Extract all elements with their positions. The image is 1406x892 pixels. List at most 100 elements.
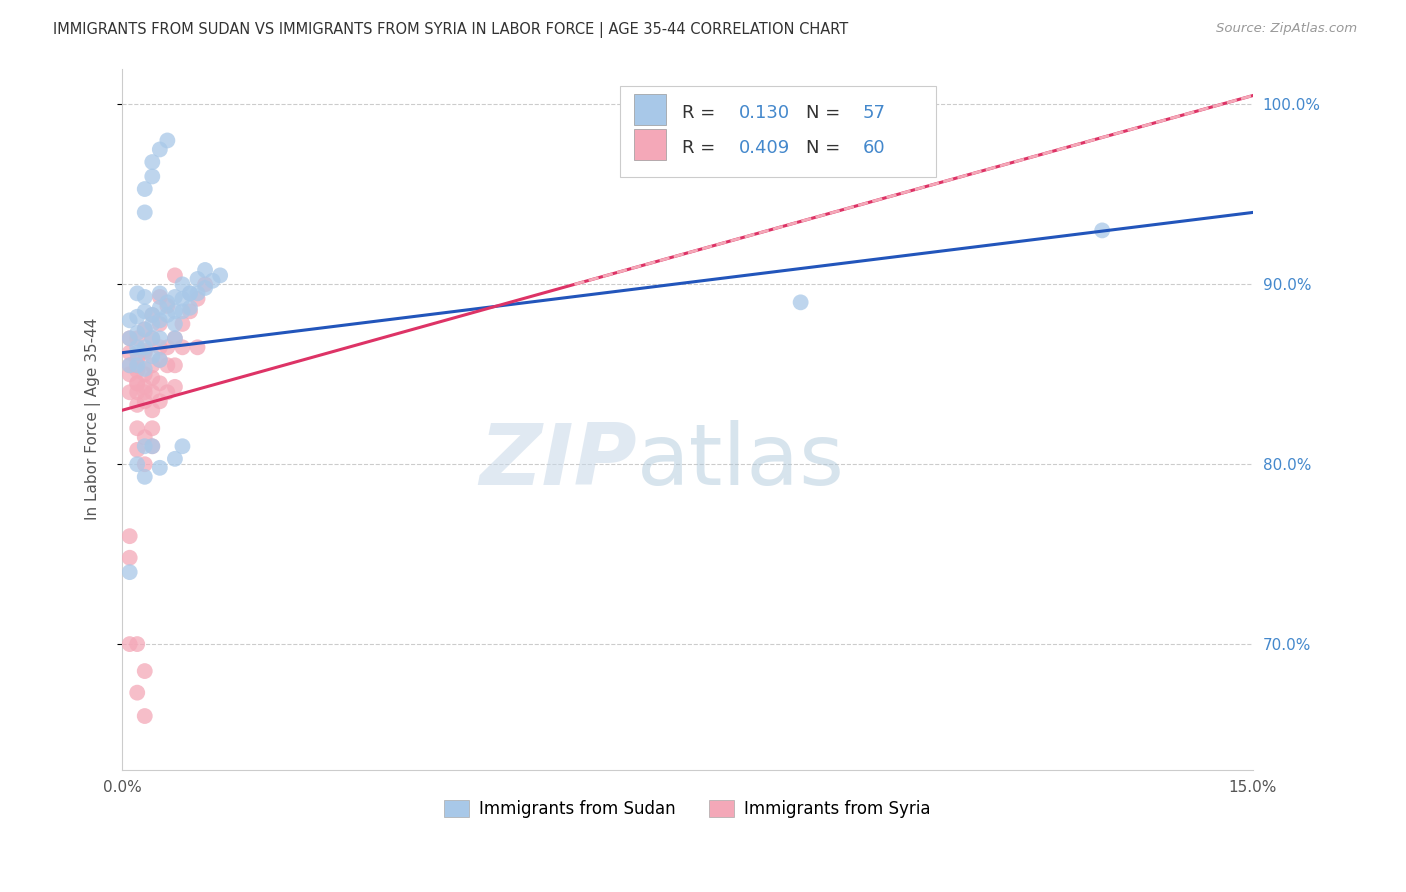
- Point: [172, 277, 194, 292]
- Point: [918, 97, 941, 112]
- Point: [1091, 223, 1114, 237]
- Point: [179, 304, 201, 318]
- Point: [118, 550, 141, 565]
- Point: [163, 380, 186, 394]
- Point: [186, 292, 208, 306]
- Point: [118, 385, 141, 400]
- Point: [209, 268, 232, 283]
- Text: atlas: atlas: [637, 420, 845, 503]
- Point: [127, 359, 149, 373]
- Point: [141, 331, 163, 345]
- Point: [134, 368, 156, 382]
- Point: [149, 376, 172, 391]
- Point: [141, 359, 163, 373]
- Point: [163, 331, 186, 345]
- Point: [163, 317, 186, 331]
- Point: [134, 664, 156, 678]
- Text: Source: ZipAtlas.com: Source: ZipAtlas.com: [1216, 22, 1357, 36]
- FancyBboxPatch shape: [620, 86, 936, 178]
- Point: [149, 352, 172, 367]
- Point: [134, 385, 156, 400]
- Point: [156, 133, 179, 147]
- Point: [149, 313, 172, 327]
- Point: [163, 268, 186, 283]
- Text: N =: N =: [806, 103, 846, 121]
- Point: [149, 352, 172, 367]
- Legend: Immigrants from Sudan, Immigrants from Syria: Immigrants from Sudan, Immigrants from S…: [437, 793, 938, 825]
- Point: [127, 637, 149, 651]
- Point: [141, 439, 163, 453]
- Point: [172, 340, 194, 354]
- Point: [163, 359, 186, 373]
- Point: [127, 376, 149, 391]
- Point: [127, 286, 149, 301]
- Point: [127, 686, 149, 700]
- Point: [789, 295, 811, 310]
- Point: [194, 281, 217, 295]
- Point: [134, 362, 156, 376]
- Point: [141, 421, 163, 435]
- Point: [127, 310, 149, 324]
- Point: [141, 308, 163, 322]
- Point: [149, 394, 172, 409]
- Point: [149, 143, 172, 157]
- Point: [118, 565, 141, 579]
- Point: [149, 286, 172, 301]
- Point: [149, 460, 172, 475]
- Point: [149, 290, 172, 304]
- Point: [134, 322, 156, 336]
- Point: [172, 304, 194, 318]
- Point: [156, 299, 179, 313]
- Point: [179, 286, 201, 301]
- Point: [156, 308, 179, 322]
- Text: ZIP: ZIP: [479, 420, 637, 503]
- Point: [127, 376, 149, 391]
- Point: [156, 385, 179, 400]
- Point: [127, 364, 149, 378]
- Point: [141, 403, 163, 417]
- Point: [172, 439, 194, 453]
- Point: [194, 263, 217, 277]
- Point: [134, 304, 156, 318]
- Point: [127, 340, 149, 354]
- Point: [127, 331, 149, 345]
- Point: [127, 385, 149, 400]
- Point: [186, 340, 208, 354]
- Point: [141, 331, 163, 345]
- Point: [127, 326, 149, 340]
- Point: [172, 317, 194, 331]
- Point: [186, 286, 208, 301]
- Y-axis label: In Labor Force | Age 35-44: In Labor Force | Age 35-44: [86, 318, 101, 520]
- Point: [149, 301, 172, 315]
- Point: [118, 637, 141, 651]
- Point: [134, 439, 156, 453]
- Point: [163, 451, 186, 466]
- Point: [194, 277, 217, 292]
- FancyBboxPatch shape: [634, 128, 666, 160]
- Point: [134, 394, 156, 409]
- Point: [134, 709, 156, 723]
- Point: [186, 272, 208, 286]
- Point: [179, 286, 201, 301]
- Text: R =: R =: [682, 139, 721, 157]
- Point: [118, 313, 141, 327]
- Point: [149, 331, 172, 345]
- Point: [149, 317, 172, 331]
- Point: [201, 274, 224, 288]
- Point: [134, 343, 156, 358]
- Point: [118, 359, 141, 373]
- Point: [163, 304, 186, 318]
- Point: [141, 169, 163, 184]
- Text: N =: N =: [806, 139, 846, 157]
- Point: [118, 529, 141, 543]
- Point: [134, 380, 156, 394]
- Point: [134, 345, 156, 359]
- Point: [134, 457, 156, 471]
- Point: [156, 359, 179, 373]
- Point: [141, 439, 163, 453]
- Text: R =: R =: [682, 103, 721, 121]
- Point: [163, 290, 186, 304]
- Point: [134, 290, 156, 304]
- Point: [141, 371, 163, 385]
- Point: [163, 331, 186, 345]
